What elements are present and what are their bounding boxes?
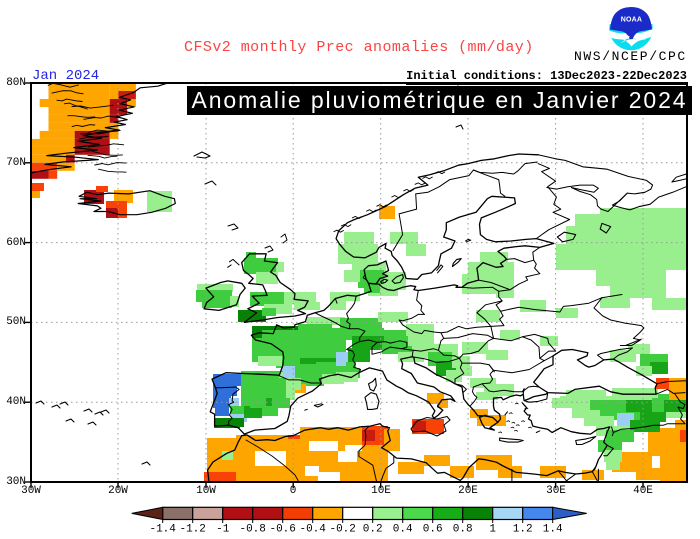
svg-text:-0.6: -0.6 xyxy=(269,524,295,536)
svg-text:-1.2: -1.2 xyxy=(179,524,205,536)
svg-text:-0.4: -0.4 xyxy=(299,524,326,536)
svg-text:0.4: 0.4 xyxy=(393,524,413,536)
svg-text:-1: -1 xyxy=(216,524,230,536)
svg-text:-0.2: -0.2 xyxy=(329,524,355,536)
svg-text:0.8: 0.8 xyxy=(453,524,473,536)
svg-text:NOAA: NOAA xyxy=(621,17,642,24)
svg-text:0.2: 0.2 xyxy=(363,524,383,536)
svg-text:-1.4: -1.4 xyxy=(149,524,176,536)
svg-text:1.4: 1.4 xyxy=(543,524,563,536)
svg-text:0.6: 0.6 xyxy=(423,524,443,536)
svg-text:-0.8: -0.8 xyxy=(239,524,265,536)
svg-text:1.2: 1.2 xyxy=(513,524,533,536)
svg-text:1: 1 xyxy=(489,524,496,536)
